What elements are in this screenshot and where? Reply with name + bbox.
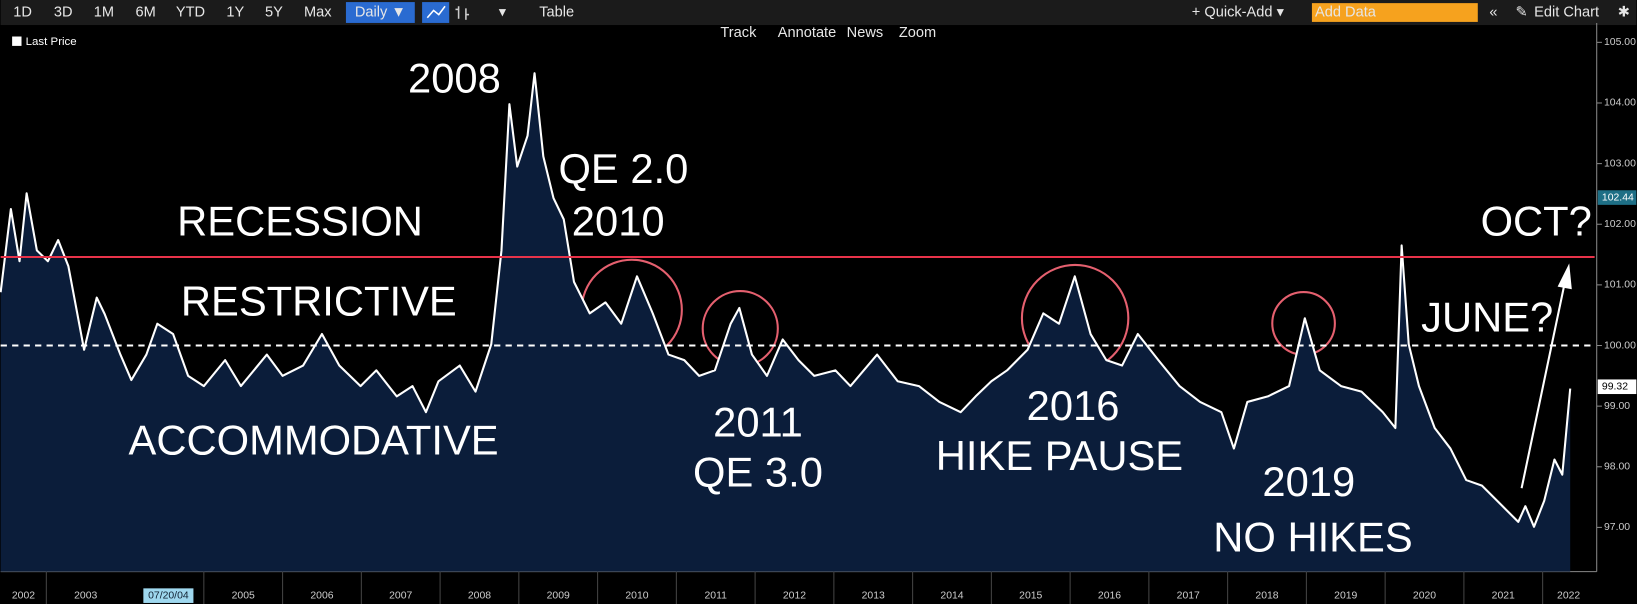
annotation: ACCOMMODATIVE — [129, 416, 499, 463]
x-tick-label: 2012 — [783, 590, 806, 601]
frequency-label[interactable]: Daily ▼ — [355, 4, 406, 20]
x-tick-label: 2009 — [547, 590, 570, 601]
x-tick-label: 2010 — [625, 590, 648, 601]
y-tick-label: 98.00 — [1604, 462, 1630, 473]
annotation: RECESSION — [177, 197, 423, 244]
x-tick-label: 2022 — [1557, 590, 1580, 601]
y-tick-label: 103.00 — [1604, 158, 1636, 169]
y-tick-label: 97.00 — [1604, 522, 1630, 533]
annotation: 2011 — [713, 399, 803, 446]
legend-label: Last Price — [26, 36, 77, 48]
x-tick-label: 2016 — [1098, 590, 1121, 601]
annotation: HIKE PAUSE — [936, 432, 1183, 479]
cursor-date-box — [143, 588, 194, 603]
annotation: OCT? — [1481, 197, 1592, 244]
chart-tool[interactable]: Zoom — [899, 25, 936, 41]
x-tick-label: 2014 — [940, 590, 963, 601]
y-tick-label: 100.00 — [1604, 340, 1636, 351]
line — [0, 72, 1572, 528]
x-tick-label: 2013 — [862, 590, 885, 601]
annotation: 2016 — [1027, 382, 1120, 429]
bar-icon — [455, 6, 470, 20]
legend-swatch — [12, 36, 22, 46]
quick-add-button[interactable]: + Quick-Add ▾ — [1192, 4, 1285, 20]
frequency-button[interactable] — [345, 2, 415, 23]
annotation: 2019 — [1262, 458, 1355, 505]
x-tick-label: 2006 — [310, 590, 333, 601]
period-button[interactable]: 3D — [54, 4, 73, 20]
annotation: 2010 — [572, 197, 665, 244]
chart-tool[interactable]: Annotate — [778, 25, 836, 41]
x-tick-label: 2003 — [74, 590, 97, 601]
dropdown-icon[interactable]: ▾ — [499, 4, 507, 20]
line-icon — [426, 5, 446, 19]
x-tick-label: 2007 — [389, 590, 412, 601]
add-data-placeholder[interactable]: Add Data — [1315, 4, 1377, 20]
arrow — [1520, 263, 1572, 489]
period-button[interactable]: 1Y — [226, 4, 244, 20]
y-tick-label: 101.00 — [1604, 280, 1636, 291]
x-tick-label: 2018 — [1255, 590, 1278, 601]
period-button[interactable]: Max — [304, 4, 332, 20]
annotation: NO HIKES — [1213, 513, 1412, 560]
price-label: 99.32 — [1602, 381, 1628, 392]
price-label: 102.44 — [1602, 192, 1634, 203]
price-label-box — [1597, 379, 1637, 395]
annotation: JUNE? — [1421, 293, 1553, 340]
table-button[interactable]: Table — [539, 4, 574, 20]
chart-tool[interactable]: News — [847, 25, 884, 41]
y-tick-label: 99.00 — [1604, 401, 1630, 412]
settings-icon[interactable]: ✱ — [1618, 4, 1630, 20]
period-button[interactable]: 5Y — [265, 4, 283, 20]
y-tick-label: 102.00 — [1604, 219, 1636, 230]
x-tick-label: 2005 — [232, 590, 255, 601]
period-button[interactable]: YTD — [176, 4, 205, 20]
x-tick-label: 2019 — [1334, 590, 1357, 601]
x-tick-label: 2021 — [1492, 590, 1515, 601]
x-tick-label: 2020 — [1413, 590, 1436, 601]
y-tick-label: 105.00 — [1604, 37, 1636, 48]
period-button[interactable]: 6M — [136, 4, 156, 20]
price-label-box — [1597, 190, 1637, 205]
x-tick-label: 2015 — [1019, 590, 1042, 601]
area — [0, 73, 1571, 572]
annotation: 2008 — [408, 54, 501, 101]
y-tick-label: 104.00 — [1604, 98, 1636, 109]
annotation: QE 2.0 — [558, 145, 688, 192]
chart-tool[interactable]: Track — [720, 25, 757, 41]
edit-chart-button[interactable]: Edit Chart — [1534, 4, 1599, 20]
x-tick-label: 2008 — [468, 590, 491, 601]
add-data-input[interactable] — [1311, 3, 1478, 22]
x-tick-label: 2017 — [1177, 590, 1200, 601]
annotation: RESTRICTIVE — [181, 278, 457, 325]
period-button[interactable]: 1D — [13, 4, 32, 20]
edit-icon: ✎ — [1515, 4, 1527, 20]
collapse-icon[interactable]: « — [1489, 4, 1497, 20]
annotation: QE 3.0 — [693, 449, 823, 496]
cursor-date: 07/20/04 — [148, 590, 189, 601]
x-tick-label: 2002 — [12, 590, 35, 601]
period-button[interactable]: 1M — [94, 4, 114, 20]
x-tick-label: 2011 — [705, 590, 728, 601]
